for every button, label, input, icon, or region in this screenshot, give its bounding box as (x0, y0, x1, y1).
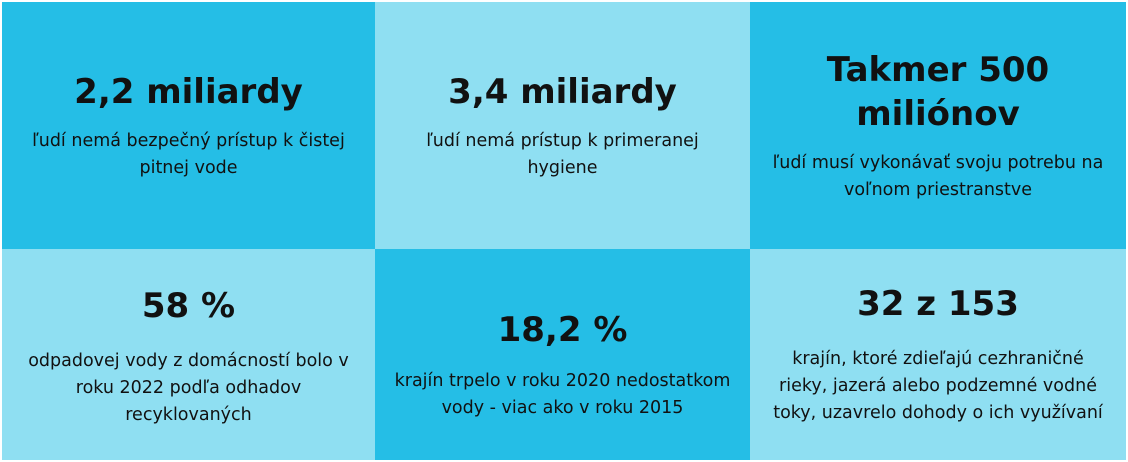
stat-card-open-defecation: Takmer 500 miliónov ľudí musí vykonávať … (750, 2, 1126, 249)
stat-description: ľudí musí vykonávať svoju potrebu na voľ… (772, 152, 1104, 200)
stat-card-wastewater: 58 % odpadovej vody z domácností bolo v … (2, 249, 375, 460)
stat-card-sanitation: 3,4 miliardy ľudí nemá prístup k primera… (375, 2, 750, 249)
stat-value: 3,4 miliardy (448, 71, 677, 112)
stat-value: 2,2 miliardy (74, 71, 303, 112)
stat-description: ľudí nemá prístup k primeranej hygiene (426, 130, 699, 178)
stat-description: krajín, ktoré zdieľajú cezhraničné rieky… (773, 349, 1103, 423)
stat-card-water-stress: 18,2 % krajín trpelo v roku 2020 nedosta… (375, 249, 750, 460)
stat-description: ľudí nemá bezpečný prístup k čistej pitn… (32, 130, 345, 178)
stat-description: krajín trpelo v roku 2020 nedostatkom vo… (394, 370, 731, 418)
stat-card-transboundary-agreements: 32 z 153 krajín, ktoré zdieľajú cezhrani… (750, 249, 1126, 460)
stat-description: odpadovej vody z domácností bolo v roku … (28, 351, 349, 425)
stat-value: 18,2 % (497, 309, 628, 350)
stat-value: 32 z 153 (857, 284, 1019, 324)
stat-value: Takmer 500 miliónov (826, 49, 1050, 134)
stat-card-drinking-water: 2,2 miliardy ľudí nemá bezpečný prístup … (2, 2, 375, 249)
stat-value: 58 % (141, 286, 236, 326)
